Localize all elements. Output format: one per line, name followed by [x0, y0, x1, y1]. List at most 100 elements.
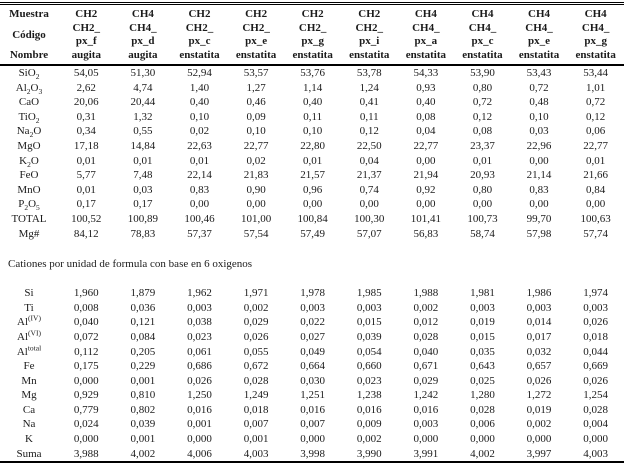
oxide-value-cell: 57,49 — [300, 227, 326, 240]
code-line-1: px_c — [188, 35, 211, 47]
nombre-cell-2: enstatita — [171, 48, 228, 66]
cation-value-cell: 1,985 — [356, 287, 382, 300]
codigo-cell-8: CH4_ px_e — [511, 22, 568, 48]
cation-row-7: Mg 0,929 0,810 1,250 1,249 1,251 1,238 1,242 1,2… — [0, 388, 624, 403]
label-sub: 3 — [38, 86, 43, 96]
oxide-value-cell: 0,74 — [359, 183, 379, 196]
cation-value-cell: 0,003 — [187, 301, 212, 314]
label-text: O — [30, 81, 39, 94]
code-line-1: px_e — [245, 35, 268, 47]
oxide-value-cell: 0,12 — [586, 110, 606, 123]
label-text: Mn — [21, 374, 37, 387]
nombre-row: Nombre augita augita enstatita enstatita ens… — [0, 48, 624, 66]
oxide-value-cell: 0,02 — [189, 125, 210, 138]
cation-value-cell: 3,988 — [73, 447, 99, 460]
cation-row-4: Altotal 0,112 0,205 0,061 0,055 0,049 0,054 0,0… — [0, 344, 624, 360]
cation-value-cell: 0,660 — [356, 360, 382, 373]
oxide-value-cell: 0,00 — [529, 198, 549, 211]
label-text: Suma — [16, 447, 42, 460]
cation-value-cell: 0,000 — [413, 433, 439, 446]
cation-row-label: K — [0, 432, 58, 447]
oxide-value-cell: 0,06 — [586, 125, 606, 138]
oxide-value-cell: 0,01 — [133, 154, 153, 167]
nombre-cell-0: augita — [58, 48, 115, 66]
oxide-value-cell: 21,66 — [583, 169, 609, 182]
oxide-value-cell: 57,74 — [583, 227, 609, 240]
oxide-value-cell: 1,24 — [359, 81, 379, 94]
cation-value-cell: 0,023 — [187, 330, 212, 343]
oxide-value-cell: 99,70 — [526, 212, 552, 225]
cation-value-cell: 0,008 — [73, 301, 99, 314]
oxide-row-2: CaO 20,06 20,44 0,40 0,46 0,40 0,41 0,40 0,72 0,4… — [0, 95, 624, 110]
oxide-value-cell: 0,93 — [416, 81, 436, 94]
oxide-value-cell: 22,77 — [413, 139, 439, 152]
oxide-value-cell: 53,57 — [243, 67, 269, 79]
cation-value-cell: 0,810 — [130, 389, 156, 402]
code-line-0: CH2_ — [355, 22, 384, 34]
oxide-value-cell: 22,77 — [243, 139, 269, 152]
oxide-value-cell: 0,00 — [472, 198, 493, 211]
label-sub: 2 — [35, 115, 40, 125]
oxide-value-cell: 0,03 — [529, 125, 549, 138]
cation-value-cell: 1,249 — [243, 389, 269, 402]
cation-value-cell: 3,991 — [413, 447, 439, 460]
code-line-1: px_i — [359, 35, 380, 47]
oxide-value-cell: 0,72 — [472, 96, 493, 109]
oxide-value-cell: 51,30 — [130, 67, 156, 79]
codigo-header-label: Código — [12, 29, 46, 41]
label-text: O — [30, 154, 39, 167]
cation-row-label: Si — [0, 286, 58, 301]
cation-row-label: Ti — [0, 301, 58, 316]
label-text: MgO — [17, 139, 41, 152]
label-text: Na — [22, 418, 36, 431]
cation-value-cell: 1,986 — [526, 287, 552, 300]
cation-value-cell: 0,040 — [413, 345, 439, 358]
label-text: Si — [24, 287, 34, 300]
oxide-value-cell: 21,14 — [526, 169, 552, 182]
oxide-value-cell: 0,00 — [586, 198, 606, 211]
label-sup: (IV) — [28, 313, 41, 323]
oxide-row-4: Na2O 0,34 0,55 0,02 0,10 0,10 0,12 0,04 0,08 0,03… — [0, 124, 624, 139]
oxide-value-cell: 1,32 — [133, 110, 153, 123]
oxide-row-8: MnO 0,01 0,03 0,83 0,90 0,96 0,74 0,92 0,80 0,83 0… — [0, 183, 624, 198]
cation-value-cell: 1,971 — [243, 287, 269, 300]
cation-value-cell: 1,250 — [187, 389, 212, 402]
oxide-row-label: Na2O — [0, 124, 58, 139]
cation-value-cell: 0,028 — [470, 403, 495, 416]
cation-value-cell: 0,664 — [300, 360, 326, 373]
cation-value-cell: 0,055 — [243, 345, 269, 358]
oxide-value-cell: 0,01 — [303, 154, 323, 167]
oxide-row-label: Al2O3 — [0, 81, 58, 96]
cation-value-cell: 0,030 — [300, 374, 326, 387]
oxide-value-cell: 7,48 — [133, 169, 153, 182]
cation-table-body: Si 1,960 1,879 1,962 1,971 1,978 1,985 1,988 1,9… — [0, 286, 624, 462]
code-line-0: CH4_ — [129, 22, 157, 34]
cation-value-cell: 0,019 — [526, 403, 552, 416]
oxide-value-cell: 23,37 — [470, 139, 495, 152]
cation-value-cell: 0,002 — [413, 301, 439, 314]
cation-value-cell: 4,002 — [130, 447, 156, 460]
code-line-0: CH4_ — [525, 22, 553, 34]
code-line-0: CH4_ — [581, 22, 610, 34]
oxide-value-cell: 100,89 — [127, 212, 159, 225]
cation-value-cell: 0,016 — [356, 403, 382, 416]
cation-value-cell: 4,003 — [243, 447, 269, 460]
oxide-row-11: Mg# 84,12 78,83 57,37 57,54 57,49 57,07 56,83 58… — [0, 227, 624, 242]
nombre-header-label: Nombre — [0, 48, 58, 66]
oxide-row-5: MgO 17,18 14,84 22,63 22,77 22,80 22,50 22,77 23… — [0, 139, 624, 154]
oxide-value-cell: 0,04 — [359, 154, 379, 167]
label-sub: 2 — [27, 159, 31, 169]
oxide-value-cell: 0,10 — [189, 110, 210, 123]
oxide-value-cell: 0,00 — [416, 198, 436, 211]
label-text: K — [25, 433, 33, 446]
muestra-cell-0: CH2 — [75, 8, 98, 20]
cation-value-cell: 1,272 — [526, 389, 552, 402]
oxide-value-cell: 53,76 — [300, 67, 326, 79]
cation-value-cell: 0,025 — [470, 374, 495, 387]
label-text: Mg# — [18, 227, 40, 240]
codigo-cell-1: CH4_ px_d — [115, 22, 172, 48]
cation-value-cell: 0,779 — [73, 403, 99, 416]
label-text: TiO — [18, 110, 36, 123]
cation-value-cell: 3,998 — [300, 447, 326, 460]
codigo-cell-7: CH4_ px_c — [454, 22, 511, 48]
